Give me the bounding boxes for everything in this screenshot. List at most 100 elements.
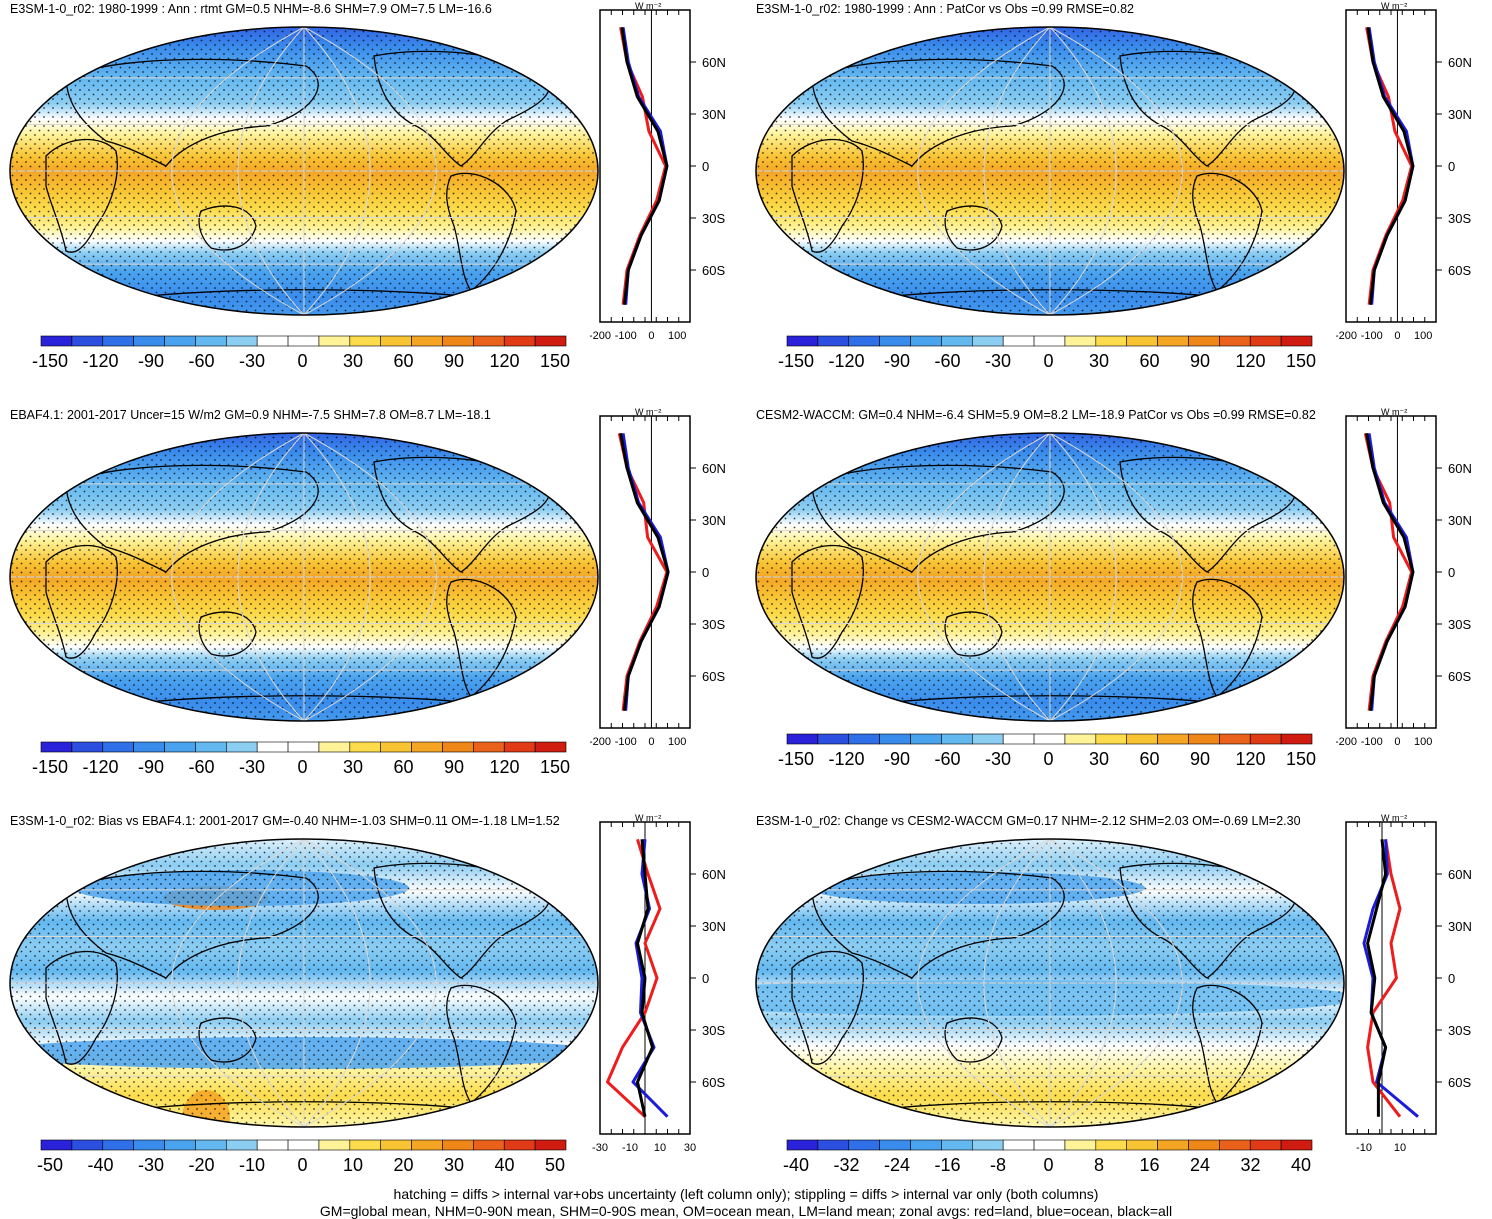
colorbar-swatch [534,335,567,347]
units-label: W m⁻² [1381,813,1407,823]
colorbar-swatch [848,1139,880,1151]
coastline [65,870,319,979]
zonal-x-tick-label: 0 [1394,736,1400,746]
zonal-x-tick-label: -100 [1361,736,1383,746]
coastline [811,870,1065,979]
colorbar-swatch [1033,335,1066,347]
colorbar-swatch [164,335,196,347]
coastline [944,1017,1003,1063]
colorbar-tick-label: 40 [1290,1155,1312,1175]
zonal-mean-plot: W m⁻² 60N 30N 0 30S 60S -200 -100 0 100 [590,407,726,746]
coastline [198,611,257,657]
colorbar-tick-label: 16 [1139,1155,1160,1175]
colorbar-tick-label: -24 [883,1155,911,1175]
colorbar-swatch [1126,1139,1158,1151]
colorbar-tick-label: 60 [1139,749,1160,769]
map-border [9,26,599,316]
stippling [756,433,1344,721]
lat-tick-label: 30N [1448,919,1472,934]
zonal-x-tick-label: -200 [590,330,611,340]
lat-tick-label: 30S [1448,617,1471,632]
colorbar-swatch [1064,335,1097,347]
map-border [755,26,1345,316]
colorbar-tick-label: 150 [1285,351,1317,371]
colorbar-swatch [164,1139,196,1151]
colorbar-labels: -150 -120 -90 -60 -30 0 30 60 90 120 150 [32,351,570,373]
coastline [65,58,319,167]
stippling [10,839,598,1127]
panel-bias: E3SM-1-0_r02: Bias vs EBAF4.1: 2001-2017… [0,812,746,1217]
colorbar-swatch [195,335,227,347]
colorbar-tick-label: 0 [1043,749,1054,769]
zonal-x-tick-label: 0 [648,330,654,340]
coastline [791,544,864,659]
colorbar-swatch [1002,1139,1035,1151]
colorbar-tick-label: -60 [188,757,215,777]
colorbar-tick-label: 0 [297,351,308,371]
land-zonal-line [1363,432,1414,711]
colorbar-tick-label: -32 [833,1155,860,1175]
coastline [811,58,1065,167]
colorbar-tick-label: 150 [539,351,571,371]
colorbar-tick-label: 30 [1088,351,1110,371]
colorbar-tick-label: -90 [883,351,911,371]
colorbar-tick-label: 30 [443,1155,465,1175]
colorbar-swatch [1033,733,1066,745]
colorbar-swatch [786,335,819,347]
map-border [755,432,1345,722]
lat-tick-label: 60N [1448,461,1472,476]
lat-tick-label: 30N [702,513,726,528]
colorbar-swatch [287,741,320,753]
colorbar-tick-label: -150 [777,351,815,371]
colorbar-swatch [1126,335,1158,347]
colorbar-tick-label: 50 [544,1155,566,1175]
coastline [791,950,864,1065]
colorbar-swatch [133,741,165,753]
coastline [45,544,118,659]
lat-tick-label: 30N [702,919,726,934]
all-zonal-line [1366,839,1388,1117]
zonal-frame [599,415,691,729]
lat-tick-label: 30N [1448,107,1472,122]
zonal-x-tick-label: 100 [1414,736,1432,746]
all-zonal-line [620,27,669,305]
lat-tick-label: 60S [702,263,725,278]
colorbar-tick-label: 30 [1088,749,1110,769]
zonal-x-tick-label: -200 [590,736,611,746]
colorbar-swatch [225,335,258,347]
zonal-frame [1345,415,1437,729]
colorbar-swatch [473,335,505,347]
stippling [756,839,1344,1127]
colorbar-swatch [1157,1139,1189,1151]
colorbar-tick-label: 20 [393,1155,414,1175]
colorbar-swatch [349,335,382,347]
colorbar-swatch [411,1139,443,1151]
colorbar-swatch [941,1139,973,1151]
panel-title: E3SM-1-0_r02: 1980-1999 : Ann : PatCor v… [756,2,1134,16]
colorbar-swatch [1249,335,1282,347]
coastline [811,464,1065,573]
colorbar-swatch [442,335,474,347]
panel-title: CESM2-WACCM: GM=0.4 NHM=-6.4 SHM=5.9 OM=… [756,408,1316,422]
colorbar-swatch [1064,733,1097,745]
stippling [10,433,598,721]
colorbar-tick-label: -50 [36,1155,64,1175]
colorbar [786,1139,1313,1151]
colorbar-tick-label: -40 [782,1155,810,1175]
colorbar-swatch [503,1139,536,1151]
zonal-x-tick-label: 0 [648,736,654,746]
lat-tick-label: 60S [702,669,725,684]
zonal-mean-plot: W m⁻² 60N 30N 0 30S 60S -30 -10 10 30 [592,813,726,1152]
colorbar-tick-label: -60 [188,351,215,371]
colorbar-swatch [256,335,289,347]
colorbar-swatch [534,741,567,753]
colorbar-swatch [473,741,505,753]
coastline [944,611,1003,657]
colorbar-tick-label: -120 [828,749,865,769]
colorbar-tick-label: 90 [443,351,465,371]
units-label: W m⁻² [1381,1,1407,11]
colorbar-swatch [879,733,911,745]
colorbar-tick-label: -30 [238,757,266,777]
colorbar-swatch [534,1139,567,1151]
colorbar-swatch [40,741,73,753]
